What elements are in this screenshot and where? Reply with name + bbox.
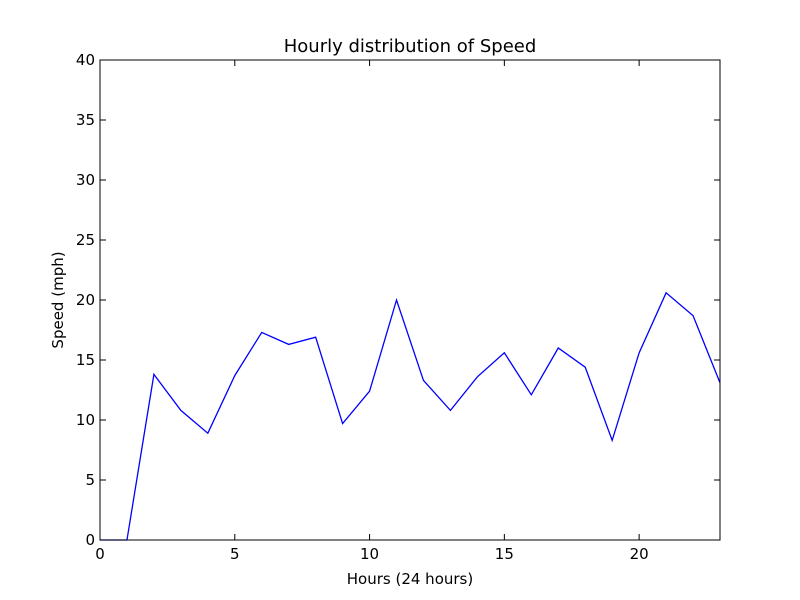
y-tick-label: 20	[76, 291, 95, 309]
x-tick-label: 0	[95, 545, 105, 563]
plot-frame	[99, 59, 721, 541]
x-tick-label: 20	[630, 545, 649, 563]
y-tick-label: 35	[76, 111, 95, 129]
y-tick-label: 15	[76, 351, 95, 369]
axis-tick-labels: 0 5 10 15 20 0 5 10 15 20 25 30 35 40	[76, 51, 649, 563]
series-line	[100, 291, 721, 541]
y-axis-title: Speed (mph)	[49, 251, 67, 348]
y-tick-label: 25	[76, 231, 95, 249]
x-tick-label: 5	[230, 545, 240, 563]
x-tick-label: 15	[495, 545, 514, 563]
y-tick-label: 0	[85, 531, 95, 549]
x-tick-label: 10	[360, 545, 379, 563]
chart-title: Hourly distribution of Speed	[284, 36, 537, 57]
y-tick-label: 10	[76, 411, 95, 429]
y-tick-label: 5	[85, 471, 95, 489]
y-tick-label: 30	[76, 171, 95, 189]
y-tick-label: 40	[76, 51, 95, 69]
x-axis-title: Hours (24 hours)	[347, 570, 473, 588]
